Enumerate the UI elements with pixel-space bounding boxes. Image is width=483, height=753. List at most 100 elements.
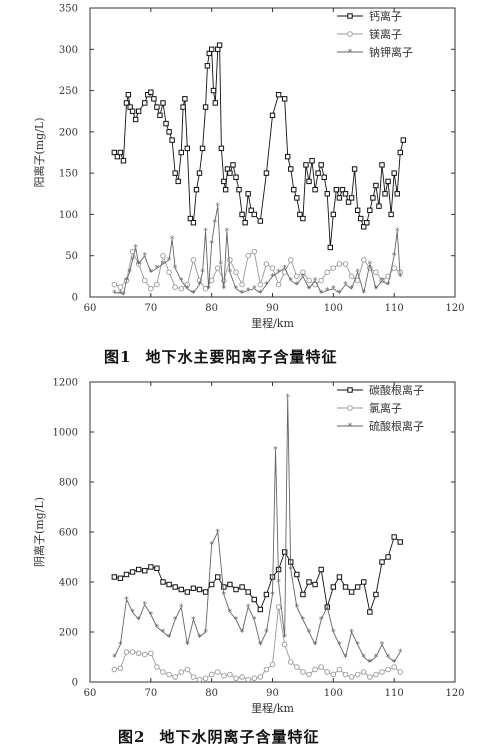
data-point <box>263 170 270 176</box>
data-point <box>324 191 330 197</box>
data-point <box>373 591 379 598</box>
data-point <box>196 676 203 683</box>
x-tick-label: 60 <box>84 688 97 699</box>
data-point <box>269 265 276 271</box>
data-point: * <box>355 641 360 651</box>
data-point <box>354 671 361 678</box>
data-point <box>141 651 148 658</box>
data-point: * <box>234 285 239 295</box>
data-point <box>142 100 148 106</box>
data-point <box>379 669 385 675</box>
x-axis-label: 里程/km <box>251 702 294 715</box>
data-point <box>397 149 403 156</box>
x-tick-label: 90 <box>266 688 279 699</box>
data-point <box>382 191 388 197</box>
data-point: * <box>325 603 330 613</box>
data-point <box>230 162 236 168</box>
data-point <box>202 104 209 110</box>
data-point <box>257 606 264 613</box>
data-point <box>178 586 184 593</box>
data-point: * <box>398 648 403 658</box>
y-axis-label: 阳离子(mg/L) <box>32 117 46 187</box>
data-point: * <box>173 616 178 626</box>
legend-label: 钠钾离子 <box>369 45 413 59</box>
data-point <box>212 100 219 106</box>
data-point: * <box>368 260 373 270</box>
data-point <box>135 108 142 114</box>
data-point <box>281 96 288 102</box>
data-point <box>111 281 118 288</box>
data-point <box>324 669 331 675</box>
data-point: * <box>392 252 397 262</box>
data-point <box>312 186 318 193</box>
data-point <box>354 207 361 214</box>
figure-2-number: 图2 <box>118 728 146 746</box>
data-point <box>160 252 166 259</box>
data-point: * <box>185 641 190 651</box>
data-point <box>348 273 355 280</box>
data-point <box>123 100 130 106</box>
series-1 <box>111 534 403 615</box>
legend-marker <box>347 405 353 411</box>
data-point: * <box>362 653 367 663</box>
series-line <box>114 206 401 296</box>
data-point <box>117 149 124 156</box>
data-point: * <box>216 202 221 212</box>
data-point <box>327 244 333 251</box>
legend-marker <box>347 387 353 393</box>
data-point <box>202 675 209 682</box>
data-point <box>318 162 324 168</box>
data-point: * <box>136 616 141 626</box>
data-point <box>166 671 172 678</box>
data-point <box>330 671 337 678</box>
data-point: * <box>209 239 214 249</box>
x-tick-label: 110 <box>385 303 404 314</box>
data-point <box>294 571 300 578</box>
data-point: * <box>133 243 138 253</box>
y-tick-label: 400 <box>59 578 78 589</box>
data-point <box>257 218 264 224</box>
data-point <box>233 269 239 275</box>
data-point: * <box>282 264 287 274</box>
data-point <box>142 568 148 574</box>
data-point <box>233 174 239 180</box>
data-point <box>117 575 124 581</box>
y-tick-label: 200 <box>59 127 78 138</box>
data-point <box>303 162 309 168</box>
y-tick-label: 1000 <box>53 428 78 439</box>
data-point <box>306 178 312 185</box>
data-point <box>300 669 306 675</box>
data-point: * <box>258 289 263 299</box>
data-point <box>166 269 172 275</box>
y-tick-label: 350 <box>59 4 78 15</box>
data-point: * <box>246 603 251 613</box>
data-point: * <box>313 641 318 651</box>
data-point: * <box>197 633 202 643</box>
data-point <box>208 581 215 588</box>
data-point: * <box>246 286 251 296</box>
data-point <box>154 281 160 288</box>
data-point <box>157 112 163 119</box>
data-point <box>196 586 203 593</box>
data-point: * <box>289 276 294 286</box>
data-point: * <box>197 281 202 291</box>
data-point <box>160 579 166 585</box>
data-point <box>333 186 340 193</box>
data-point <box>135 566 142 573</box>
data-point: * <box>301 616 306 626</box>
data-point <box>318 277 324 284</box>
x-tick-label: 90 <box>266 303 279 314</box>
data-point: * <box>209 541 214 551</box>
x-axis-label: 里程/km <box>251 317 294 330</box>
data-point <box>312 666 318 673</box>
data-point <box>318 664 324 670</box>
data-point <box>182 96 188 102</box>
series-line <box>113 396 401 663</box>
data-point: * <box>282 633 287 643</box>
x-tick-label: 100 <box>324 303 343 314</box>
data-point: * <box>386 653 391 663</box>
data-point: * <box>179 276 184 286</box>
legend-label: 氯离子 <box>369 401 402 415</box>
data-point: * <box>392 658 397 668</box>
data-point: * <box>343 281 348 291</box>
